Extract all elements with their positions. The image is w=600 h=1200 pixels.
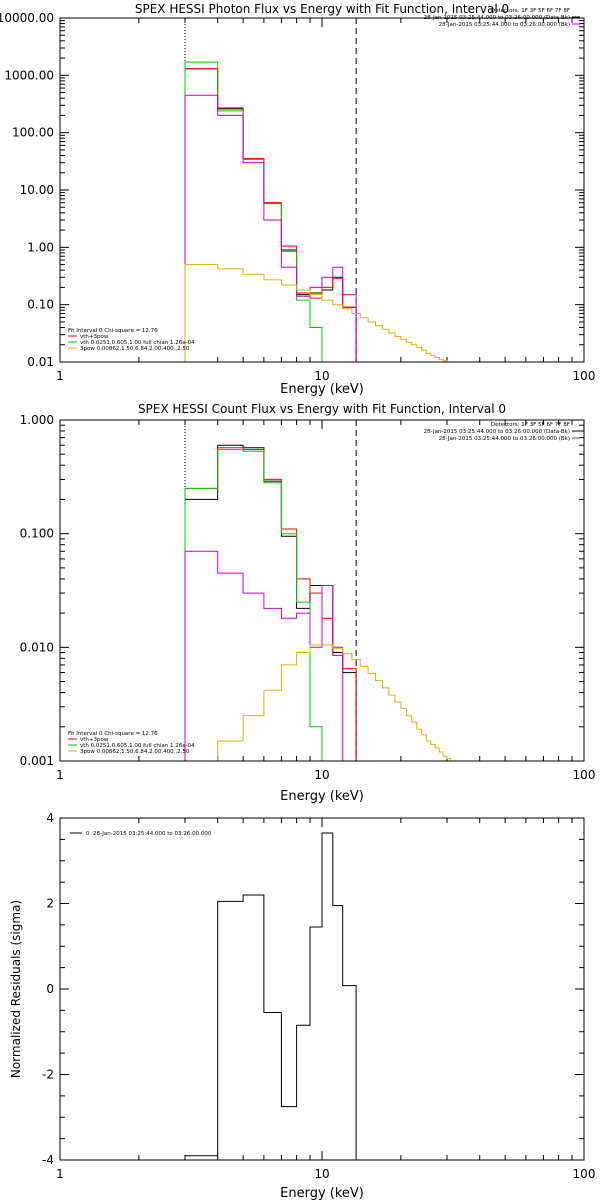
x-axis-label: Energy (keV) [280,382,364,397]
x-tick-label: 10 [314,1167,329,1181]
legend-entry: vth 0.0251,0.605,1.00 full chian 1.26e-0… [80,340,195,346]
series-residuals [184,832,357,1160]
x-tick-label: 100 [573,768,596,782]
series-group [184,444,471,761]
series-vth-3pow [184,447,357,761]
legend-entry: Detectors: 1F 3F 5F 6F 7F 8F [491,422,570,428]
series-group [184,832,357,1160]
y-tick-label: 2 [46,897,54,911]
y-tick-label: 4 [46,811,54,825]
y-tick-label: 0.10 [27,298,54,312]
plot-frame [59,817,585,1161]
series-3pow [184,644,471,761]
x-tick-label: 1 [56,768,64,782]
y-tick-label: 0.100 [20,527,54,541]
y-axis-label: Normalized Residuals (sigma) [9,900,23,1078]
legend-entry: 3pow 0.00862,1.50,6.84,2.00,400.,2.50 [80,346,190,352]
legend-entry: vth+3pow [80,334,109,340]
series-bk [184,94,357,362]
y-tick-label: 1.00 [27,240,54,254]
x-tick-label: 100 [573,1167,596,1181]
y-tick-label: -4 [42,1153,54,1167]
legend-entry: Fit Interval 0 Chi-square = 12.76 [68,731,158,737]
y-tick-label: 0 [46,982,54,996]
y-tick-label: 0.001 [20,754,54,768]
plot-frame [59,419,585,762]
chart-3: Energy (keV) Normalized Residuals (sigma)… [9,811,595,1200]
chart-title: SPEX HESSI Count Flux vs Energy with Fit… [138,402,506,416]
series-bk [184,550,357,761]
legend-entry: vth 0.0251,0.605,1.00 full chian 1.26e-0… [80,743,195,749]
legend-entry: vth+3pow [80,737,109,743]
series-vth [184,61,334,362]
legend-entry: 28-Jan-2015 03:25:44.000 to 03:26:00.000… [424,429,570,435]
y-tick-label: 1000.00 [4,68,54,82]
legend-entry: Detectors: 1F 3F 5F 6F 7F 8F [491,8,570,14]
y-tick-label: 0.01 [27,355,54,369]
y-tick-label: 10000.00 [0,11,54,25]
legend-entry: 28-Jan-2015 03:25:44.000 to 03:26:00.000… [424,15,570,21]
x-axis-label: Energy (keV) [280,1186,364,1200]
legend-entry: 28-Jan-2015 03:25:44.000 to 03:26:00.000… [439,22,570,28]
legend-entry: Fit Interval 0 Chi-square = 12.76 [68,328,158,334]
chart-2: SPEX HESSI Count Flux vs Energy with Fit… [20,402,596,804]
y-tick-label: 100.00 [12,126,54,140]
legend-entry: 0. 28-Jan-2015 03:25:44.000 to 03:26:00.… [86,831,212,837]
series-vth [184,449,334,761]
series-3pow [184,264,448,362]
legend-entry: 3pow 0.00862,1.50,6.84,2.00,400.,2.50 [80,749,190,755]
x-axis-label: Energy (keV) [280,789,364,804]
y-tick-label: 0.010 [20,640,54,654]
series-data-bk [184,444,357,761]
chart-title: SPEX HESSI Photon Flux vs Energy with Fi… [135,2,509,16]
y-tick-label: 1.000 [20,413,54,427]
y-tick-label: -2 [42,1068,54,1082]
x-tick-label: 10 [314,369,329,383]
series-vth-3pow [184,68,357,362]
y-tick-label: 10.00 [20,183,54,197]
chart-1: SPEX HESSI Photon Flux vs Energy with Fi… [0,2,595,397]
x-tick-label: 10 [314,768,329,782]
x-tick-label: 100 [573,369,596,383]
series-data-bk [184,68,357,362]
x-tick-label: 1 [56,369,64,383]
plot-frame [59,17,585,363]
x-tick-label: 1 [56,1167,64,1181]
legend-entry: 28-Jan-2015 03:25:44.000 to 03:26:00.000… [439,436,570,442]
series-group [184,61,448,362]
